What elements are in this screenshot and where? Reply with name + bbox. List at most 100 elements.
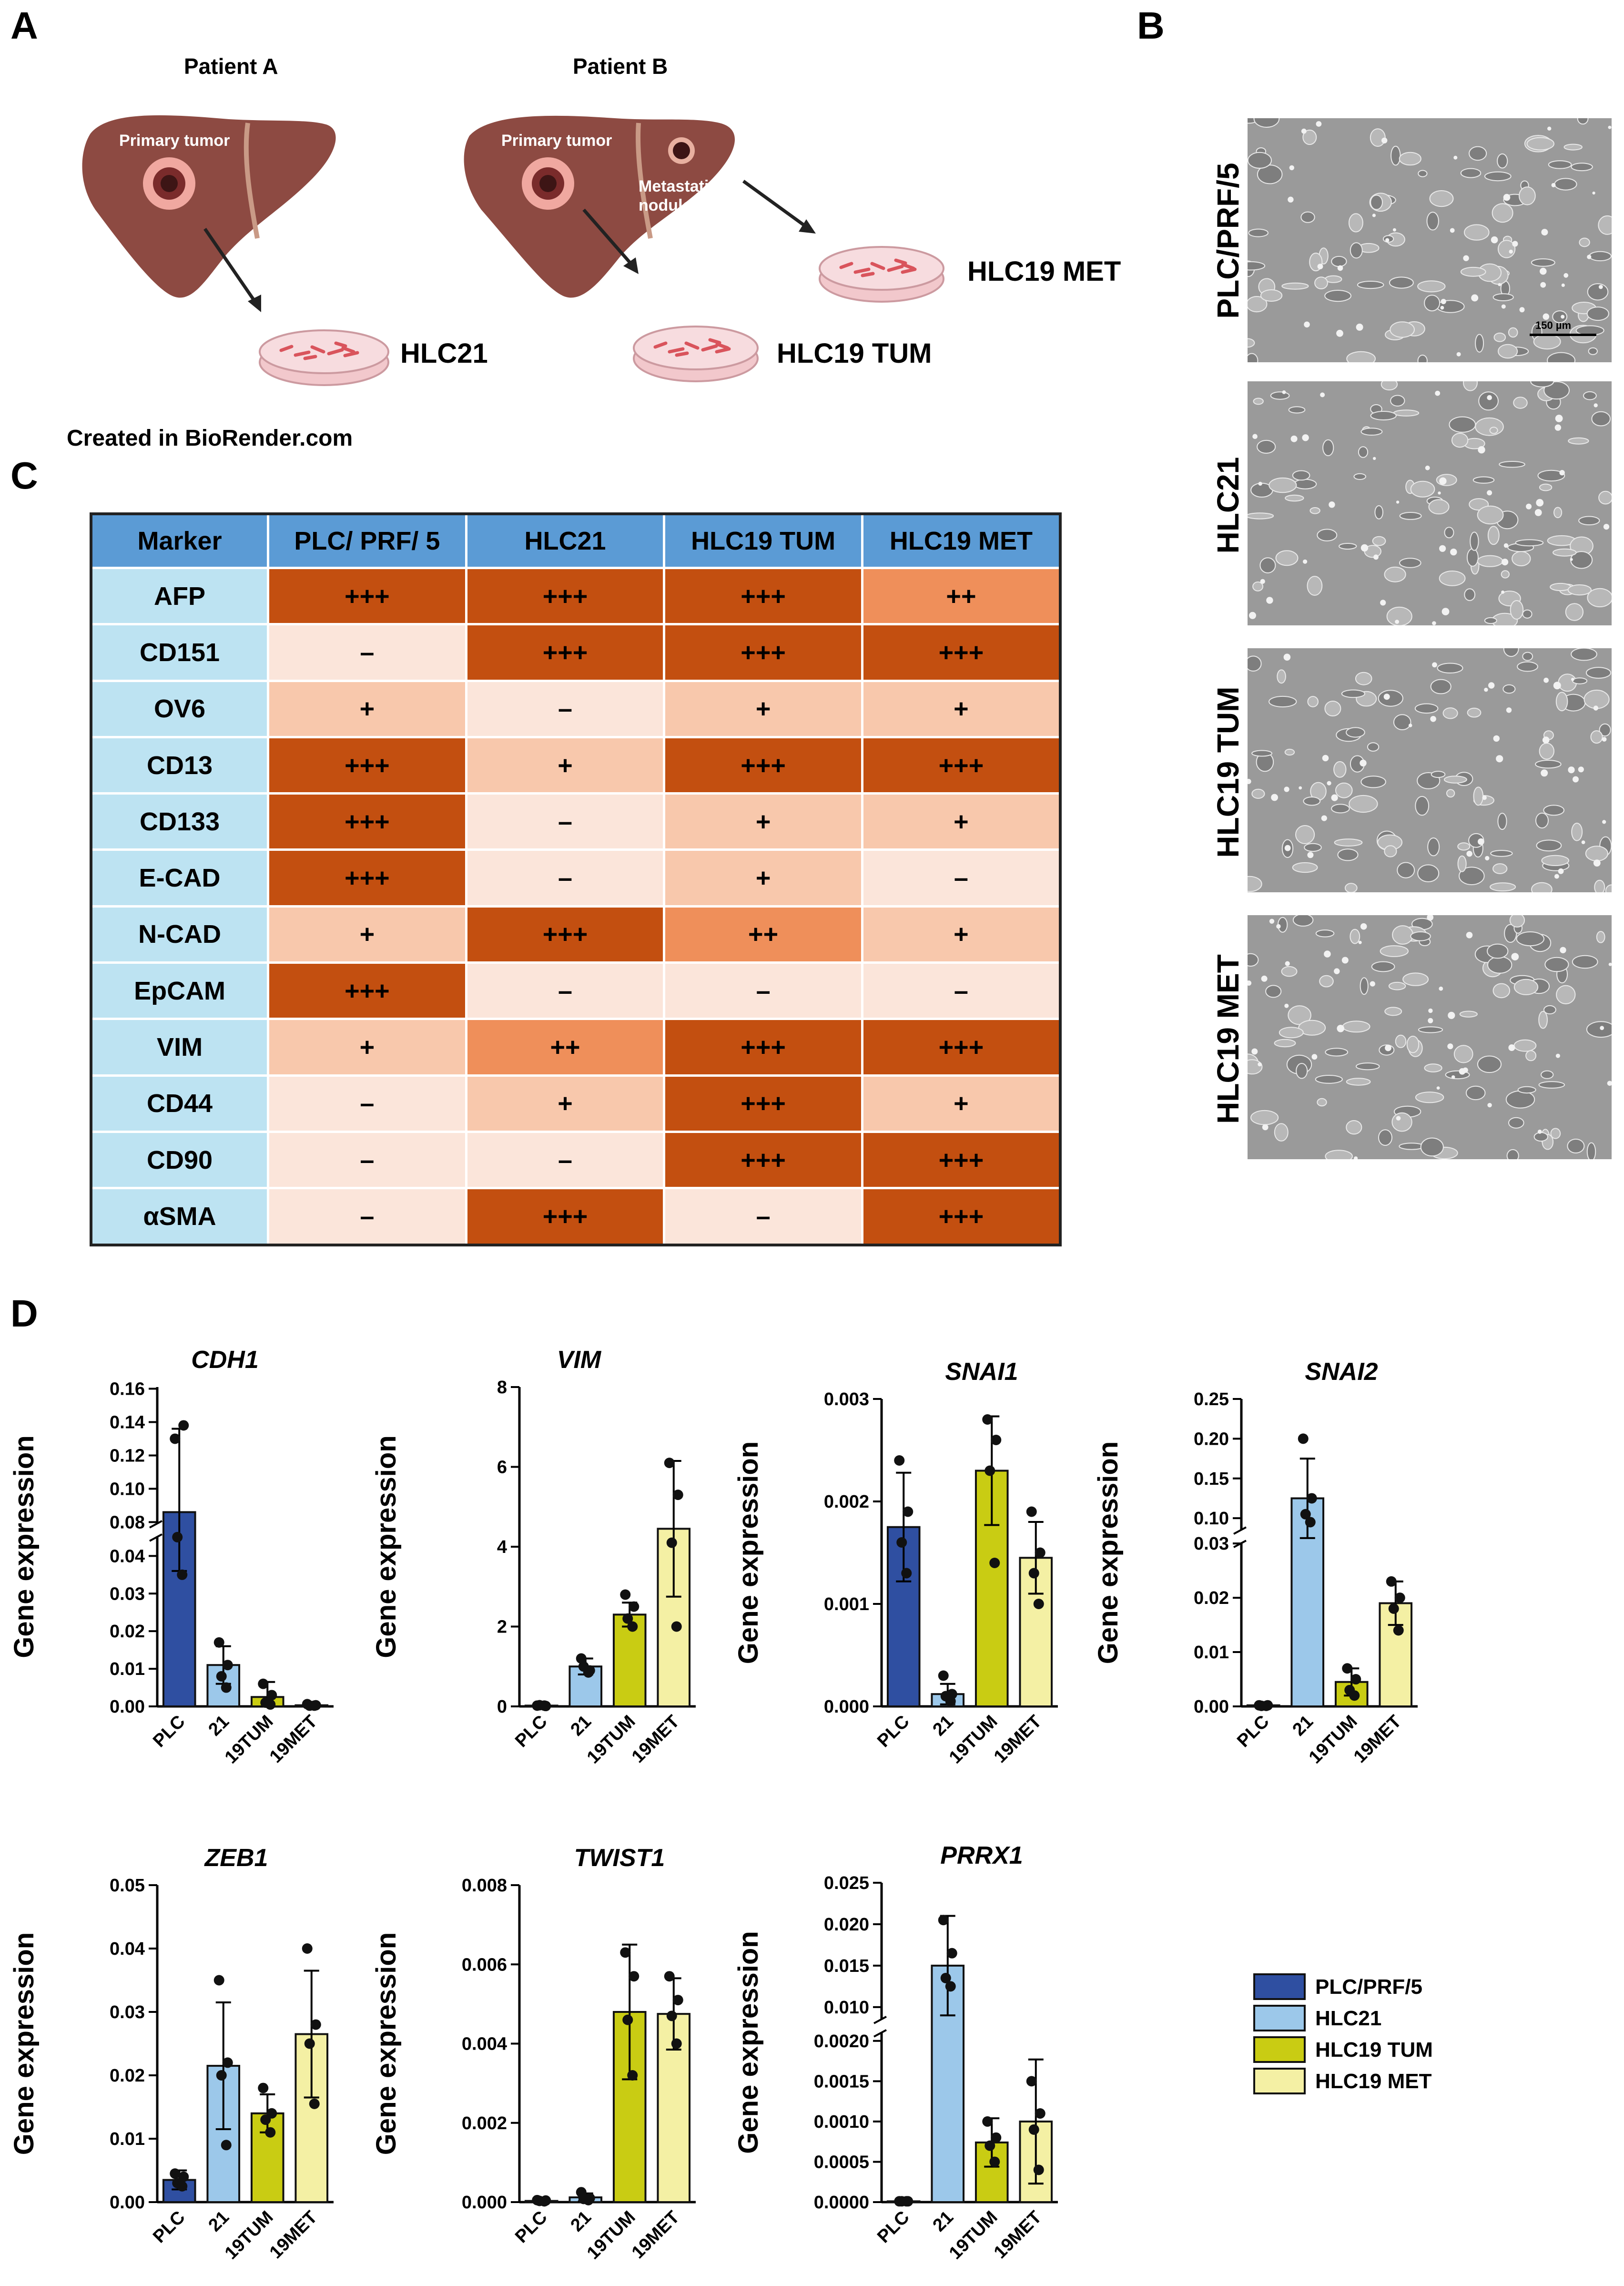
data-point bbox=[213, 1975, 224, 1986]
data-point bbox=[664, 1971, 675, 1982]
table-row: E-CAD +++ – + – bbox=[90, 848, 1062, 908]
table-cell: + bbox=[465, 735, 666, 795]
x-tick-label: PLC bbox=[873, 2207, 913, 2247]
table-cell: + bbox=[861, 1074, 1062, 1133]
y-axis-label: Gene expression bbox=[9, 1932, 40, 2155]
table-cell: +++ bbox=[861, 735, 1062, 795]
row-marker-label: OV6 bbox=[90, 679, 270, 738]
x-tick-label: PLC bbox=[511, 2207, 551, 2247]
arrow-b-tum bbox=[582, 208, 635, 268]
data-point bbox=[672, 1490, 683, 1500]
data-point bbox=[671, 1621, 682, 1632]
data-point bbox=[265, 1699, 276, 1710]
x-tick-label: 19TUM bbox=[583, 2207, 639, 2264]
data-point bbox=[258, 1678, 269, 1689]
x-tick-label: 19MET bbox=[990, 1712, 1045, 1767]
table-row: CD133 +++ – + + bbox=[90, 792, 1062, 851]
dish-label-hlc21: HLC21 bbox=[400, 338, 488, 369]
data-point bbox=[221, 1682, 232, 1693]
data-point bbox=[666, 1537, 677, 1548]
legend-swatch bbox=[1253, 1973, 1306, 2000]
data-point bbox=[1349, 1690, 1360, 1701]
row-marker-label: CD44 bbox=[90, 1074, 270, 1133]
data-point bbox=[576, 1653, 587, 1664]
y-tick-label: 0 bbox=[497, 1697, 507, 1717]
data-point bbox=[170, 1433, 181, 1444]
legend-swatch bbox=[1253, 2068, 1306, 2094]
table-cell: +++ bbox=[663, 623, 863, 682]
data-point bbox=[258, 2082, 269, 2093]
y-tick-label: 0.0020 bbox=[814, 2031, 869, 2051]
y-tick-label: 0.0000 bbox=[814, 2193, 869, 2213]
table-cell: +++ bbox=[267, 566, 467, 626]
y-axis-label: Gene expression bbox=[9, 1435, 40, 1658]
data-point bbox=[989, 2156, 1000, 2167]
table-cell: ++ bbox=[663, 905, 863, 964]
table-cell: – bbox=[861, 961, 1062, 1021]
y-tick-label: 0.006 bbox=[462, 1955, 507, 1975]
x-tick-label: PLC bbox=[1233, 1712, 1273, 1751]
metastatic-label-line1: Metastatic bbox=[639, 177, 718, 195]
data-point bbox=[1305, 1517, 1316, 1528]
axis-break-mark bbox=[873, 2029, 887, 2038]
y-tick-label: 0.0010 bbox=[814, 2112, 869, 2132]
y-tick-label: 0.25 bbox=[1194, 1389, 1229, 1409]
data-point bbox=[266, 1690, 277, 1701]
table-cell: – bbox=[465, 792, 666, 851]
table-cell: – bbox=[465, 679, 666, 738]
y-axis-label: Gene expression bbox=[1093, 1441, 1124, 1664]
col-header-hlc19-tum: HLC19 TUM bbox=[663, 512, 863, 569]
table-cell: +++ bbox=[267, 735, 467, 795]
legend-label: HLC19 MET bbox=[1315, 2070, 1432, 2093]
y-tick-label: 0.004 bbox=[462, 2034, 507, 2054]
row-marker-label: CD13 bbox=[90, 735, 270, 795]
x-tick-label: 19MET bbox=[628, 1712, 683, 1767]
data-point bbox=[627, 2070, 638, 2081]
col-header-marker: Marker bbox=[90, 512, 270, 569]
table-cell: – bbox=[267, 1074, 467, 1133]
data-point bbox=[1394, 1592, 1405, 1603]
y-tick-label: 0.002 bbox=[824, 1492, 869, 1512]
table-cell: ++ bbox=[861, 566, 1062, 626]
legend-item-hlc21: HLC21 bbox=[1253, 2005, 1587, 2031]
y-tick-label: 0.04 bbox=[110, 1939, 145, 1959]
y-tick-label: 0.08 bbox=[110, 1512, 145, 1532]
chart-title: SNAI2 bbox=[1305, 1358, 1378, 1386]
y-tick-label: 0.000 bbox=[462, 2193, 507, 2213]
data-point bbox=[222, 2057, 233, 2068]
table-cell: +++ bbox=[861, 1018, 1062, 1077]
arrow-b-met bbox=[742, 180, 809, 229]
panel-letter-b: B bbox=[1137, 4, 1165, 47]
data-point bbox=[620, 1947, 631, 1958]
table-cell: ++ bbox=[465, 1018, 666, 1077]
dish-hlc19-tum bbox=[633, 326, 759, 382]
table-row: CD90– – +++ +++ bbox=[90, 1130, 1062, 1190]
panel-letter-c: C bbox=[10, 454, 38, 497]
table-cell: +++ bbox=[663, 1018, 863, 1077]
tumor-b bbox=[522, 157, 574, 210]
table-row: EpCAM +++ – – – bbox=[90, 961, 1062, 1021]
table-header-row: Marker PLC/ PRF/ 5 HLC21 HLC19 TUM HLC19… bbox=[90, 512, 1062, 569]
table-cell: + bbox=[267, 905, 467, 964]
row-marker-label: EpCAM bbox=[90, 961, 270, 1021]
legend-item-hlc19-tum: HLC19 TUM bbox=[1253, 2036, 1587, 2063]
data-point bbox=[622, 1613, 633, 1624]
x-tick-label: 21 bbox=[567, 2207, 596, 2236]
data-point bbox=[583, 1667, 594, 1678]
row-marker-label: N-CAD bbox=[90, 905, 270, 964]
data-point bbox=[1300, 1509, 1311, 1520]
data-point bbox=[1026, 1506, 1037, 1517]
y-tick-label: 0.10 bbox=[1194, 1509, 1229, 1529]
table-cell: +++ bbox=[861, 1187, 1062, 1246]
table-row: VIM + ++ +++ +++ bbox=[90, 1018, 1062, 1077]
y-tick-label: 6 bbox=[497, 1458, 507, 1478]
data-point bbox=[222, 1660, 233, 1671]
table-cell: +++ bbox=[267, 961, 467, 1021]
table-row: αSMA – +++ – +++ bbox=[90, 1187, 1062, 1246]
row-marker-label: E-CAD bbox=[90, 848, 270, 908]
data-point bbox=[946, 1948, 957, 1959]
x-tick-label: 19TUM bbox=[221, 1712, 277, 1768]
table-cell: – bbox=[663, 1187, 863, 1246]
data-point bbox=[945, 1696, 956, 1707]
y-tick-label: 0.0015 bbox=[814, 2072, 869, 2092]
